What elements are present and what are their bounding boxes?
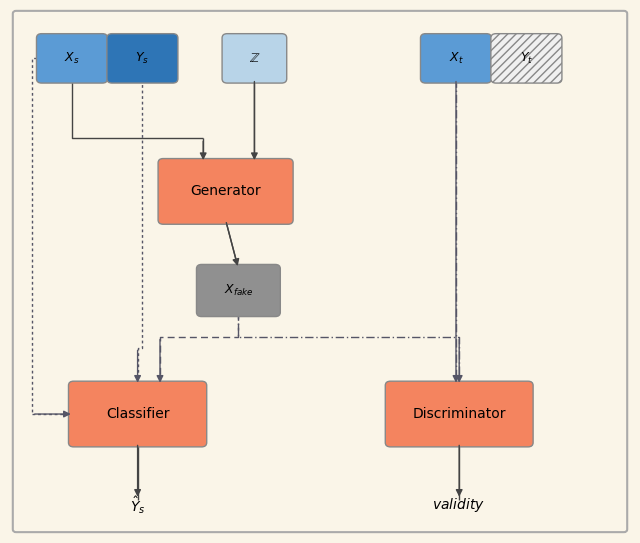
FancyBboxPatch shape — [491, 34, 562, 83]
FancyBboxPatch shape — [68, 381, 207, 447]
FancyBboxPatch shape — [196, 264, 280, 317]
FancyBboxPatch shape — [13, 11, 627, 532]
Text: $\hat{Y}_s$: $\hat{Y}_s$ — [130, 494, 145, 516]
Text: $\mathbb{Z}$: $\mathbb{Z}$ — [249, 52, 260, 65]
Text: $X_s$: $X_s$ — [64, 51, 80, 66]
Text: $Y_t$: $Y_t$ — [520, 51, 533, 66]
Text: $X_{fake}$: $X_{fake}$ — [223, 283, 253, 298]
FancyBboxPatch shape — [158, 159, 293, 224]
FancyBboxPatch shape — [385, 381, 533, 447]
Text: Discriminator: Discriminator — [412, 407, 506, 421]
Text: Classifier: Classifier — [106, 407, 170, 421]
FancyBboxPatch shape — [420, 34, 492, 83]
FancyBboxPatch shape — [107, 34, 178, 83]
Text: $validity$: $validity$ — [433, 496, 485, 514]
FancyBboxPatch shape — [222, 34, 287, 83]
Text: $Y_s$: $Y_s$ — [136, 51, 149, 66]
Text: Generator: Generator — [190, 185, 261, 198]
FancyBboxPatch shape — [36, 34, 108, 83]
Text: $X_t$: $X_t$ — [449, 51, 463, 66]
